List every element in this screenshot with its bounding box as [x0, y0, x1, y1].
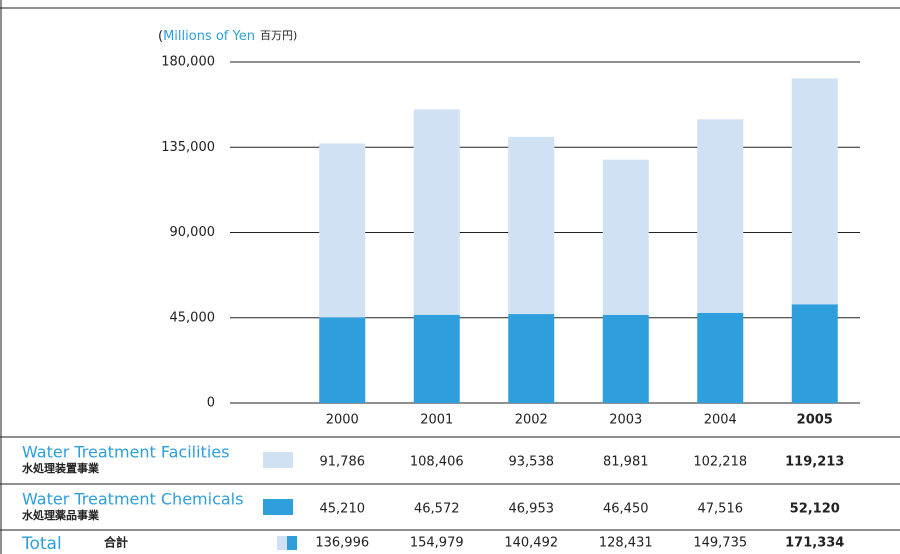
y-tick-label: 0: [207, 396, 215, 411]
total-value: 128,431: [599, 536, 653, 551]
y-label-open: (: [158, 29, 163, 44]
table-value: 46,572: [414, 502, 460, 517]
y-tick-label: 135,000: [161, 140, 215, 155]
y-label-en: Millions of Yen: [163, 29, 255, 44]
total-name: Total: [21, 534, 62, 554]
table-value: 102,218: [693, 455, 747, 470]
table-value: 52,120: [790, 502, 840, 517]
total-value: 154,979: [410, 536, 464, 551]
bar: [791, 78, 838, 305]
legend-swatch: [263, 452, 293, 468]
x-tick-label: 2003: [609, 413, 642, 428]
bar: [319, 317, 366, 403]
bar: [602, 159, 649, 316]
legend-swatch: [263, 499, 293, 515]
bar: [413, 314, 460, 403]
legend-swatch: [277, 536, 287, 550]
x-tick-label: 2001: [420, 413, 453, 428]
bar: [791, 304, 838, 403]
table-value: 93,538: [509, 455, 555, 470]
bar: [413, 109, 460, 315]
series-name: Water Treatment Facilities: [22, 443, 229, 462]
series-name-ja: 水処理装置事業: [22, 461, 100, 475]
table-value: 108,406: [410, 455, 464, 470]
y-axis-label: (Millions of Yen 百万円): [158, 29, 297, 44]
bar: [697, 312, 744, 403]
bar: [697, 119, 744, 313]
total-value: 171,334: [785, 536, 844, 551]
bar: [508, 136, 555, 315]
x-tick-label: 2005: [797, 413, 833, 428]
x-tick-label: 2002: [515, 413, 548, 428]
table-value: 81,981: [603, 455, 649, 470]
x-tick-label: 2000: [326, 413, 359, 428]
bar: [602, 315, 649, 403]
table-value: 45,210: [320, 502, 366, 517]
total-name-ja: 合計: [104, 535, 128, 550]
bar: [508, 314, 555, 403]
table-value: 47,516: [698, 502, 744, 517]
y-tick-label: 90,000: [170, 225, 216, 240]
total-value: 149,735: [693, 536, 747, 551]
total-value: 136,996: [315, 536, 369, 551]
total-value: 140,492: [504, 536, 558, 551]
x-tick-label: 2004: [704, 413, 737, 428]
table-value: 119,213: [785, 455, 844, 470]
legend-swatch: [287, 536, 297, 550]
series-name: Water Treatment Chemicals: [22, 490, 243, 509]
y-tick-label: 45,000: [170, 310, 216, 325]
table-value: 46,953: [509, 502, 555, 517]
y-tick-label: 180,000: [161, 55, 215, 70]
table-value: 91,786: [320, 455, 366, 470]
y-label-ja: 百万円): [260, 29, 297, 42]
series-name-ja: 水処理薬品事業: [22, 508, 100, 522]
table-value: 46,450: [603, 502, 649, 517]
bar: [319, 143, 366, 318]
